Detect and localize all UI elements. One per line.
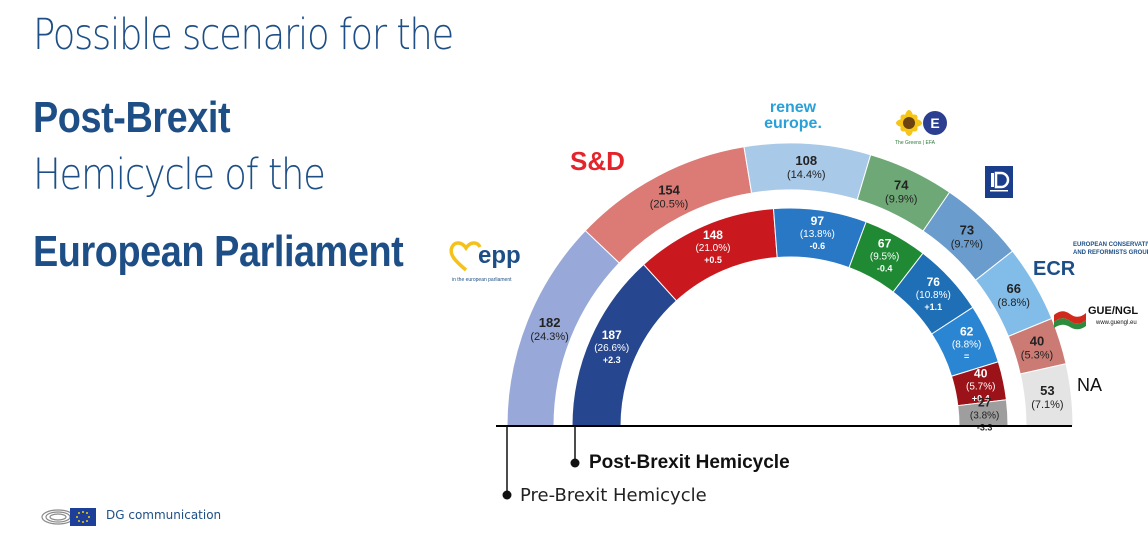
post-brexit-dot	[570, 458, 580, 468]
renew-europe-logo: renew europe.	[764, 99, 822, 132]
footer: DG communication	[40, 500, 221, 530]
pre-label-id-pct: (9.7%)	[951, 238, 983, 250]
post-label-renew-europe-seats: 97	[811, 214, 825, 228]
epp-subtitle: in the european parliament	[452, 277, 512, 283]
title-line-3: Hemicycle of the	[33, 150, 326, 200]
pre-label-greens-efa-pct: (9.9%)	[885, 194, 917, 206]
post-label-s-d-pct: (21.0%)	[695, 243, 730, 254]
post-label-greens-efa-pct: (9.5%)	[870, 251, 899, 262]
pre-label-greens-efa-seats: 74	[894, 178, 909, 193]
gue-flag-icon	[1054, 311, 1086, 330]
pre-label-s-d-seats: 154	[658, 182, 680, 197]
id-logo	[985, 166, 1013, 198]
sunflower-icon: E	[896, 110, 947, 136]
gue-wordmark: GUE/NGL	[1088, 305, 1139, 317]
pre-brexit-dot	[502, 490, 512, 500]
ecr-wordmark: ECR	[1033, 258, 1076, 280]
post-label-epp-change: +2.3	[603, 355, 621, 365]
pre-label-renew-europe-pct: (14.4%)	[787, 169, 826, 181]
post-label-renew-europe-change: -0.6	[810, 241, 826, 251]
pre-label-gue-ngl-pct: (5.3%)	[1021, 350, 1053, 362]
post-label-ecr-seats: 62	[960, 324, 974, 338]
pre-label-ecr-pct: (8.8%)	[998, 297, 1030, 309]
post-label-ecr-pct: (8.8%)	[952, 339, 981, 350]
pre-label-gue-ngl-seats: 40	[1030, 334, 1044, 349]
post-label-na-pct: (3.8%)	[970, 410, 999, 421]
greens-subtitle: The Greens | EFA	[895, 140, 935, 146]
post-label-gue-ngl-change: +0.4	[972, 393, 990, 403]
post-label-na-seats: 27	[978, 395, 992, 409]
pre-label-id-seats: 73	[960, 222, 974, 237]
footer-text: DG communication	[106, 508, 222, 522]
pre-label-na-pct: (7.1%)	[1031, 399, 1063, 411]
post-label-epp-seats: 187	[602, 328, 622, 342]
gue-subtitle: www.guengl.eu	[1096, 320, 1137, 326]
pre-label-na-seats: 53	[1040, 383, 1054, 398]
post-label-greens-efa-seats: 67	[878, 236, 892, 250]
post-label-s-d-seats: 148	[703, 228, 723, 242]
post-label-greens-efa-change: -0.4	[877, 263, 893, 273]
title-line-1: Possible scenario for the	[33, 10, 454, 60]
post-label-na-change: -3.3	[977, 422, 993, 432]
ecr-subtitle: EUROPEAN CONSERVATIVES AND REFORMISTS GR…	[1073, 242, 1148, 256]
post-label-ecr-change: =	[964, 351, 969, 361]
pre-label-renew-europe-seats: 108	[795, 153, 817, 168]
post-label-id-change: +1.1	[924, 302, 942, 312]
post-label-epp-pct: (26.6%)	[594, 343, 629, 354]
pre-brexit-label: Pre-Brexit Hemicycle	[520, 485, 707, 506]
pre-label-ecr-seats: 66	[1007, 281, 1021, 296]
id-mark-icon	[990, 171, 1010, 192]
epp-logo: epp in the european parliament	[446, 236, 521, 283]
title-line-2: Post-Brexit	[33, 93, 231, 142]
post-label-id-seats: 76	[927, 275, 941, 289]
title-line-4: European Parliament	[33, 227, 404, 276]
post-label-id-pct: (10.8%)	[916, 290, 951, 301]
pre-label-epp-seats: 182	[539, 315, 561, 330]
parliament-logo-icon	[41, 508, 96, 526]
post-label-gue-ngl-pct: (5.7%)	[966, 381, 995, 392]
epp-wordmark: epp	[478, 242, 521, 269]
pre-label-epp-pct: (24.3%)	[530, 331, 569, 343]
post-label-s-d-change: +0.5	[704, 255, 722, 265]
greens-efa-logo: E The Greens | EFA	[893, 107, 951, 146]
sd-logo: S&D	[570, 146, 625, 176]
post-brexit-label: Post-Brexit Hemicycle	[589, 452, 790, 473]
gue-ngl-logo: GUE/NGL www.guengl.eu	[1052, 305, 1138, 336]
na-label: NA	[1077, 375, 1103, 395]
pre-label-s-d-pct: (20.5%)	[650, 198, 689, 210]
post-label-renew-europe-pct: (13.8%)	[800, 229, 835, 240]
post-label-gue-ngl-seats: 40	[974, 366, 988, 380]
svg-text:E: E	[930, 115, 939, 131]
epp-heart-icon	[449, 241, 482, 272]
